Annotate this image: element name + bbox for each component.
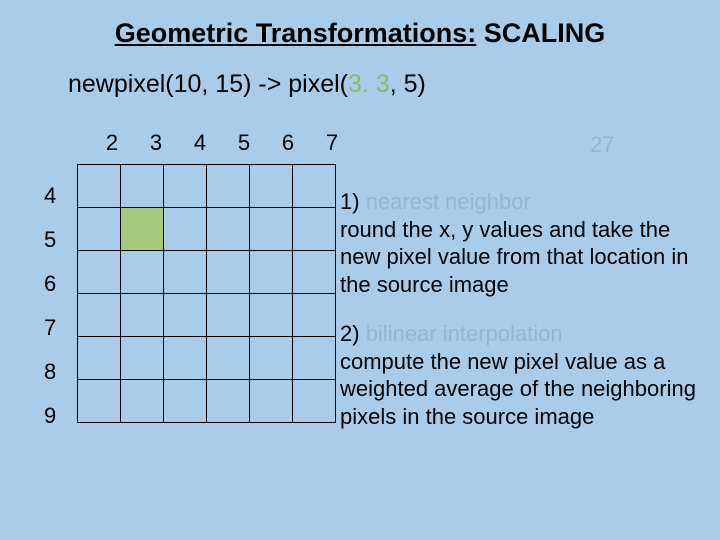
grid-row: [78, 337, 336, 380]
col-label: 7: [310, 130, 354, 156]
grid-cell: [120, 379, 164, 423]
grid-cell: [120, 164, 164, 208]
grid-cell: [163, 207, 207, 251]
subtitle-prefix: newpixel(10, 15) -> pixel(: [68, 70, 348, 98]
subtitle: newpixel(10, 15) -> pixel(3. 3, 5): [68, 70, 426, 99]
grid-cell: [163, 379, 207, 423]
row-label: 5: [44, 218, 56, 262]
title-underlined: Geometric Transformations:: [115, 18, 477, 48]
grid-cell: [206, 207, 250, 251]
grid-cell: [249, 207, 293, 251]
col-label: 3: [134, 130, 178, 156]
p1-faded-term: nearest neighbor: [366, 189, 531, 214]
row-label: 4: [44, 174, 56, 218]
grid-cell: [120, 207, 164, 251]
p2-lead: 2): [340, 321, 366, 346]
grid-row: [78, 294, 336, 337]
grid-cell: [206, 250, 250, 294]
grid-cell: [163, 336, 207, 380]
row-label: 6: [44, 262, 56, 306]
grid-cell: [292, 379, 336, 423]
grid-cell: [249, 250, 293, 294]
col-label: 6: [266, 130, 310, 156]
grid-area: 2 3 4 5 6 7 4 5 6 7 8 9: [28, 130, 348, 450]
col-label: 5: [222, 130, 266, 156]
grid-cell: [77, 164, 121, 208]
grid-cell: [120, 293, 164, 337]
grid-row: [78, 208, 336, 251]
subtitle-suffix: , 5): [390, 70, 426, 98]
grid-cell: [163, 164, 207, 208]
subtitle-accent: 3. 3: [348, 70, 390, 98]
grid-cell: [206, 379, 250, 423]
grid-cell: [163, 293, 207, 337]
grid-cell: [292, 293, 336, 337]
grid-col-labels: 2 3 4 5 6 7: [90, 130, 354, 156]
grid-cell: [120, 336, 164, 380]
grid-row: [78, 251, 336, 294]
grid-cell: [77, 207, 121, 251]
faded-number: 27: [590, 132, 614, 158]
grid-cell: [292, 207, 336, 251]
row-label: 9: [44, 394, 56, 438]
grid-cell: [292, 250, 336, 294]
grid-cell: [249, 164, 293, 208]
grid-cell: [77, 336, 121, 380]
p1-lead: 1): [340, 189, 366, 214]
grid-cell: [77, 293, 121, 337]
grid-cell: [120, 250, 164, 294]
grid-cell: [206, 336, 250, 380]
grid-cell: [77, 250, 121, 294]
paragraph-1: 1) nearest neighbor round the x, y value…: [340, 188, 700, 298]
grid-cell: [249, 336, 293, 380]
grid-cell: [249, 379, 293, 423]
grid-row: [78, 380, 336, 423]
grid-cell: [163, 250, 207, 294]
grid-cell: [77, 379, 121, 423]
title-plain: SCALING: [476, 18, 605, 48]
col-label: 2: [90, 130, 134, 156]
row-label: 8: [44, 350, 56, 394]
p2-faded-term: bilinear interpolation: [366, 321, 563, 346]
p2-rest: compute the new pixel value as a weighte…: [340, 349, 696, 429]
grid-cell: [292, 164, 336, 208]
body-text: 1) nearest neighbor round the x, y value…: [340, 188, 700, 430]
row-label: 7: [44, 306, 56, 350]
grid-cell: [206, 164, 250, 208]
p1-rest: round the x, y values and take the new p…: [340, 217, 689, 297]
paragraph-2: 2) bilinear interpolation compute the ne…: [340, 320, 700, 430]
grid-row: [78, 165, 336, 208]
grid-row-labels: 4 5 6 7 8 9: [44, 174, 56, 438]
grid-cell: [206, 293, 250, 337]
slide-title: Geometric Transformations: SCALING: [0, 18, 720, 49]
col-label: 4: [178, 130, 222, 156]
grid-cell: [249, 293, 293, 337]
grid-cell: [292, 336, 336, 380]
pixel-grid: [78, 165, 336, 423]
